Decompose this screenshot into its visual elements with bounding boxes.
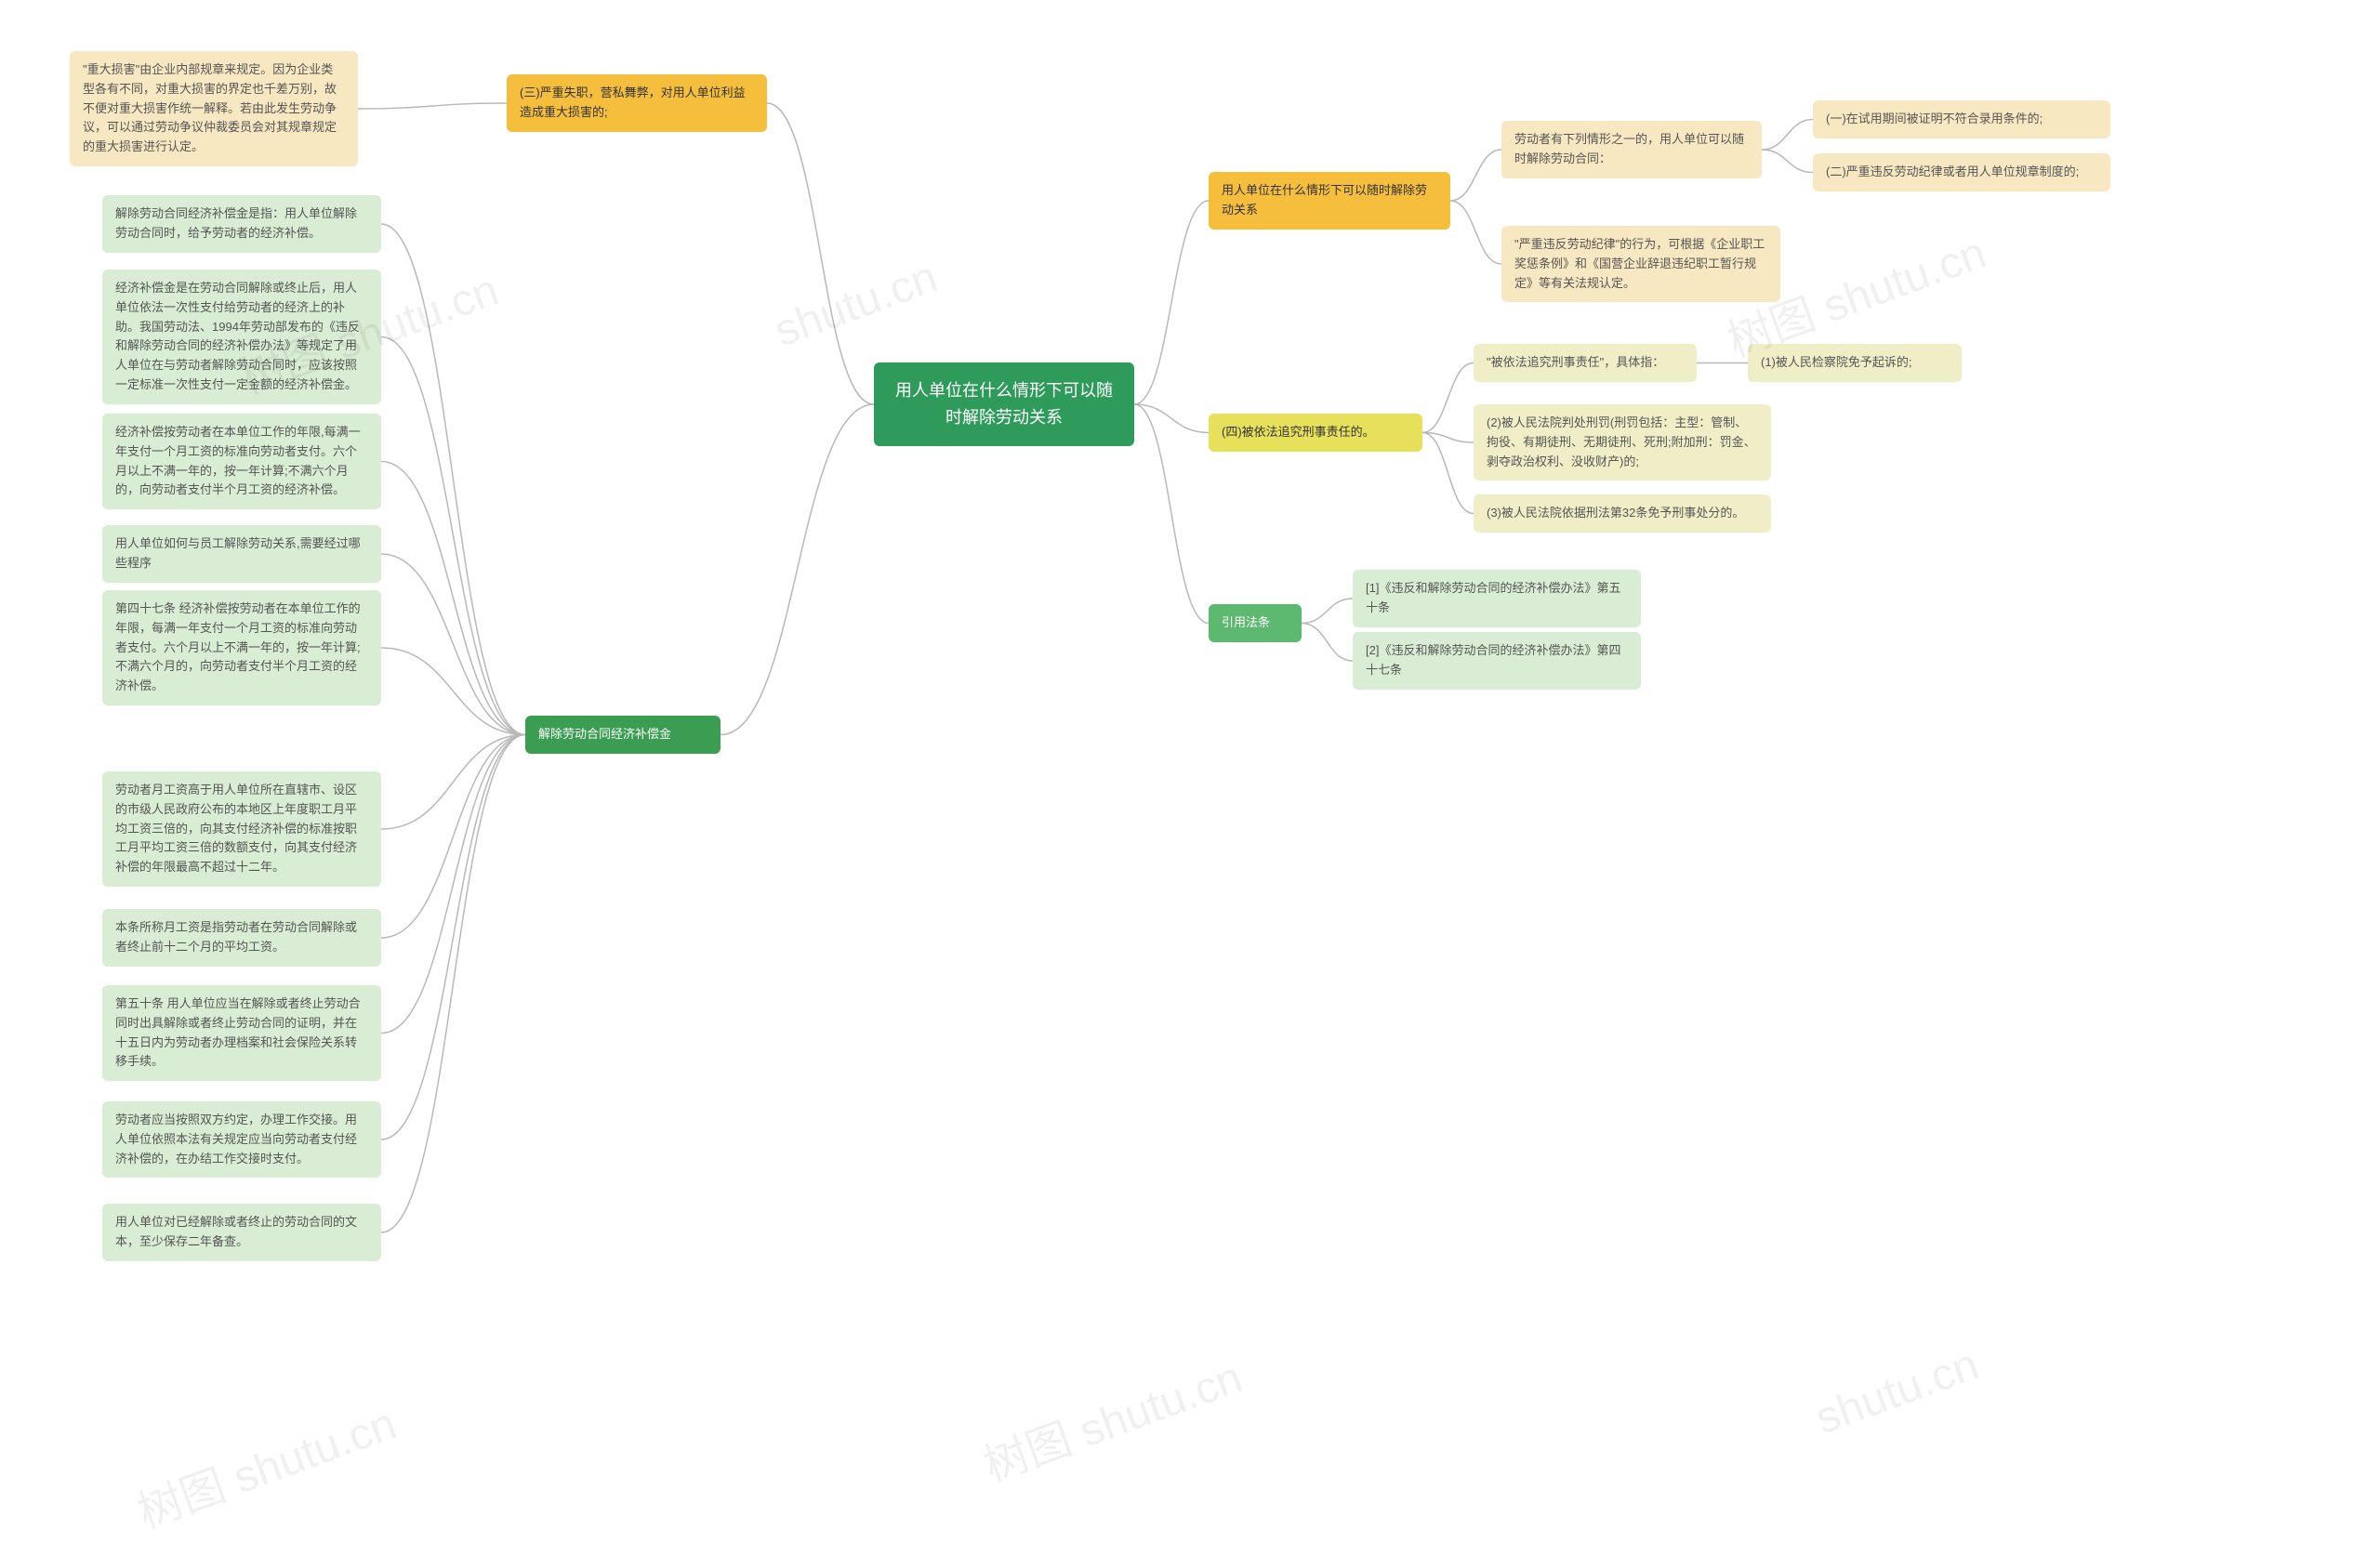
mindmap-node[interactable]: 用人单位在什么情形下可以随时解除劳动关系 [1209, 172, 1450, 230]
mindmap-node[interactable]: 本条所称月工资是指劳动者在劳动合同解除或者终止前十二个月的平均工资。 [102, 909, 381, 967]
mindmap-node[interactable]: 解除劳动合同经济补偿金是指：用人单位解除劳动合同时，给予劳动者的经济补偿。 [102, 195, 381, 253]
mindmap-node[interactable]: (2)被人民法院判处刑罚(刑罚包括：主型：管制、拘役、有期徒刑、无期徒刑、死刑;… [1474, 404, 1771, 481]
watermark: 树图 shutu.cn [127, 1387, 403, 1540]
mindmap-node[interactable]: 第五十条 用人单位应当在解除或者终止劳动合同时出具解除或者终止劳动合同的证明，并… [102, 985, 381, 1081]
watermark: shutu.cn [1809, 1339, 1985, 1445]
mindmap-node[interactable]: (三)严重失职，营私舞弊，对用人单位利益造成重大损害的; [507, 74, 767, 132]
mindmap-node[interactable]: 用人单位在什么情形下可以随时解除劳动关系 [874, 362, 1134, 446]
mindmap-node[interactable]: (3)被人民法院依据刑法第32条免予刑事处分的。 [1474, 494, 1771, 533]
mindmap-node[interactable]: "严重违反劳动纪律"的行为，可根据《企业职工奖惩条例》和《国营企业辞退违纪职工暂… [1501, 226, 1780, 302]
mindmap-node[interactable]: [2]《违反和解除劳动合同的经济补偿办法》第四十七条 [1353, 632, 1641, 690]
mindmap-node[interactable]: 用人单位如何与员工解除劳动关系,需要经过哪些程序 [102, 525, 381, 583]
mindmap-node[interactable]: 经济补偿金是在劳动合同解除或终止后，用人单位依法一次性支付给劳动者的经济上的补助… [102, 270, 381, 404]
mindmap-node[interactable]: (1)被人民检察院免予起诉的; [1748, 344, 1962, 382]
mindmap-node[interactable]: (一)在试用期间被证明不符合录用条件的; [1813, 100, 2110, 138]
mindmap-node[interactable]: 用人单位对已经解除或者终止的劳动合同的文本，至少保存二年备查。 [102, 1204, 381, 1261]
watermark: shutu.cn [768, 252, 944, 358]
mindmap-node[interactable]: "被依法追究刑事责任"，具体指： [1474, 344, 1697, 382]
mindmap-node[interactable]: 劳动者应当按照双方约定，办理工作交接。用人单位依照本法有关规定应当向劳动者支付经… [102, 1101, 381, 1178]
watermark: 树图 shutu.cn [973, 1340, 1250, 1494]
mindmap-node[interactable]: (二)严重违反劳动纪律或者用人单位规章制度的; [1813, 153, 2110, 191]
mindmap-node[interactable]: "重大损害"由企业内部规章来规定。因为企业类型各有不同，对重大损害的界定也千差万… [70, 51, 358, 166]
mindmap-node[interactable]: 解除劳动合同经济补偿金 [525, 716, 721, 754]
mindmap-node[interactable]: 第四十七条 经济补偿按劳动者在本单位工作的年限，每满一年支付一个月工资的标准向劳… [102, 590, 381, 705]
mindmap-node[interactable]: 经济补偿按劳动者在本单位工作的年限,每满一年支付一个月工资的标准向劳动者支付。六… [102, 414, 381, 509]
mindmap-node[interactable]: 劳动者有下列情形之一的，用人单位可以随时解除劳动合同： [1501, 121, 1762, 178]
mindmap-node[interactable]: [1]《违反和解除劳动合同的经济补偿办法》第五十条 [1353, 570, 1641, 627]
mindmap-node[interactable]: 引用法条 [1209, 604, 1302, 642]
mindmap-node[interactable]: (四)被依法追究刑事责任的。 [1209, 414, 1422, 452]
mindmap-node[interactable]: 劳动者月工资高于用人单位所在直辖市、设区的市级人民政府公布的本地区上年度职工月平… [102, 771, 381, 887]
